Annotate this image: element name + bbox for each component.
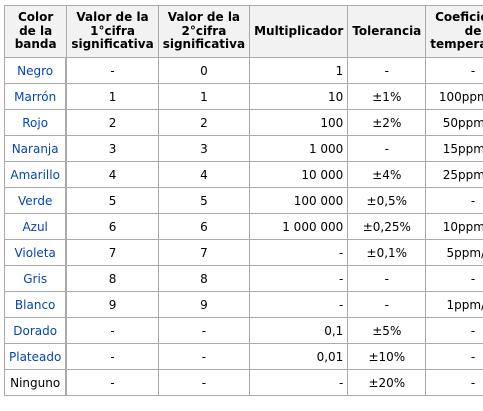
second-digit-cell: 2 — [157, 109, 251, 136]
tolerance-cell: - — [347, 135, 427, 162]
second-digit-cell: 8 — [157, 265, 251, 292]
color-name-link[interactable]: Violeta — [3, 239, 67, 266]
first-digit-cell: - — [66, 343, 159, 370]
table-row: Negro -0 1- - — [3, 57, 483, 84]
color-name-link[interactable]: Gris — [3, 265, 67, 292]
multiplier-cell: 1 — [249, 57, 349, 84]
header-row: Color de la banda Valor de la 1°cifra si… — [3, 5, 483, 58]
second-digit-cell: - — [157, 369, 251, 396]
header-tolerance: Tolerancia — [347, 5, 427, 58]
color-name-link[interactable]: Plateado — [3, 343, 67, 370]
color-name-link[interactable]: Naranja — [3, 135, 67, 162]
second-digit-cell: 1 — [157, 83, 251, 110]
color-name-link[interactable]: Dorado — [3, 317, 67, 344]
header-multiplier: Multiplicador — [249, 5, 349, 58]
temp-coefficient-cell: - — [425, 265, 483, 292]
first-digit-cell: 7 — [66, 239, 159, 266]
tolerance-cell: - — [347, 265, 427, 292]
temp-coefficient-cell: 25ppm/°C — [425, 161, 483, 188]
first-digit-cell: 5 — [66, 187, 159, 214]
table-row: Ninguno - - - ±20% - — [3, 369, 483, 396]
tolerance-cell: - — [347, 291, 427, 318]
color-name-link[interactable]: Amarillo — [3, 161, 67, 188]
multiplier-cell: - — [249, 265, 349, 292]
temp-coefficient-cell: - — [425, 343, 483, 370]
multiplier-cell: 1 000 000 — [249, 213, 349, 240]
table-row: Plateado - -0,01 ±10% - — [3, 343, 483, 370]
header-first-digit: Valor de la 1°cifra significativa — [66, 5, 159, 58]
tolerance-cell: ±0,5% — [347, 187, 427, 214]
second-digit-cell: - — [157, 317, 251, 344]
multiplier-cell: 100 000 — [249, 187, 349, 214]
temp-coefficient-cell: 15ppm/°C — [425, 135, 483, 162]
tolerance-cell: ±2% — [347, 109, 427, 136]
multiplier-cell: 10 — [249, 83, 349, 110]
tolerance-cell: ±20% — [347, 369, 427, 396]
temp-coefficient-cell: 50ppm/°C — [425, 109, 483, 136]
second-digit-cell: - — [157, 343, 251, 370]
temp-coefficient-cell: 100ppm/°C — [425, 83, 483, 110]
temp-coefficient-cell: 5ppm/°C — [425, 239, 483, 266]
temp-coefficient-cell: - — [425, 317, 483, 344]
header-temp-coefficient: Coeficiente de temperatura — [425, 5, 483, 58]
multiplier-cell: 100 — [249, 109, 349, 136]
temp-coefficient-cell: 10ppm/°C — [425, 213, 483, 240]
first-digit-cell: - — [66, 57, 159, 84]
color-name-link[interactable]: Marrón — [3, 83, 67, 110]
multiplier-cell: 0,1 — [249, 317, 349, 344]
first-digit-cell: 2 — [66, 109, 159, 136]
color-name-link[interactable]: Azul — [3, 213, 67, 240]
second-digit-cell: 4 — [157, 161, 251, 188]
second-digit-cell: 0 — [157, 57, 251, 84]
tolerance-cell: ±4% — [347, 161, 427, 188]
temp-coefficient-cell: 1ppm/°C — [425, 291, 483, 318]
table-row: Dorado - -0,1 ±5% - — [3, 317, 483, 344]
color-name-link[interactable]: Blanco — [3, 291, 67, 318]
temp-coefficient-cell: - — [425, 57, 483, 84]
header-second-digit: Valor de la 2°cifra significativa — [157, 5, 251, 58]
first-digit-cell: 9 — [66, 291, 159, 318]
multiplier-cell: 1 000 — [249, 135, 349, 162]
multiplier-cell: 10 000 — [249, 161, 349, 188]
first-digit-cell: 8 — [66, 265, 159, 292]
multiplier-cell: 0,01 — [249, 343, 349, 370]
color-name: Ninguno — [3, 369, 67, 396]
first-digit-cell: - — [66, 369, 159, 396]
second-digit-cell: 3 — [157, 135, 251, 162]
resistor-color-table: Color de la banda Valor de la 1°cifra si… — [3, 5, 483, 396]
color-name-link[interactable]: Verde — [3, 187, 67, 214]
first-digit-cell: 4 — [66, 161, 159, 188]
tolerance-cell: ±5% — [347, 317, 427, 344]
temp-coefficient-cell: - — [425, 369, 483, 396]
first-digit-cell: 6 — [66, 213, 159, 240]
tolerance-cell: ±0,25% — [347, 213, 427, 240]
tolerance-cell: - — [347, 57, 427, 84]
color-name-link[interactable]: Negro — [3, 57, 67, 84]
first-digit-cell: 3 — [66, 135, 159, 162]
second-digit-cell: 6 — [157, 213, 251, 240]
header-color: Color de la banda — [3, 5, 68, 58]
color-name-link[interactable]: Rojo — [3, 109, 67, 136]
table-row: Gris 8 8- - - — [3, 265, 483, 292]
temp-coefficient-cell: - — [425, 187, 483, 214]
second-digit-cell: 7 — [157, 239, 251, 266]
table-row: Verde 5 5 100 000 ±0,5% - — [3, 187, 483, 214]
multiplier-cell: - — [249, 291, 349, 318]
multiplier-cell: - — [249, 239, 349, 266]
tolerance-cell: ±10% — [347, 343, 427, 370]
tolerance-cell: ±0,1% — [347, 239, 427, 266]
second-digit-cell: 9 — [157, 291, 251, 318]
multiplier-cell: - — [249, 369, 349, 396]
tolerance-cell: ±1% — [347, 83, 427, 110]
second-digit-cell: 5 — [157, 187, 251, 214]
first-digit-cell: - — [66, 317, 159, 344]
first-digit-cell: 1 — [66, 83, 159, 110]
